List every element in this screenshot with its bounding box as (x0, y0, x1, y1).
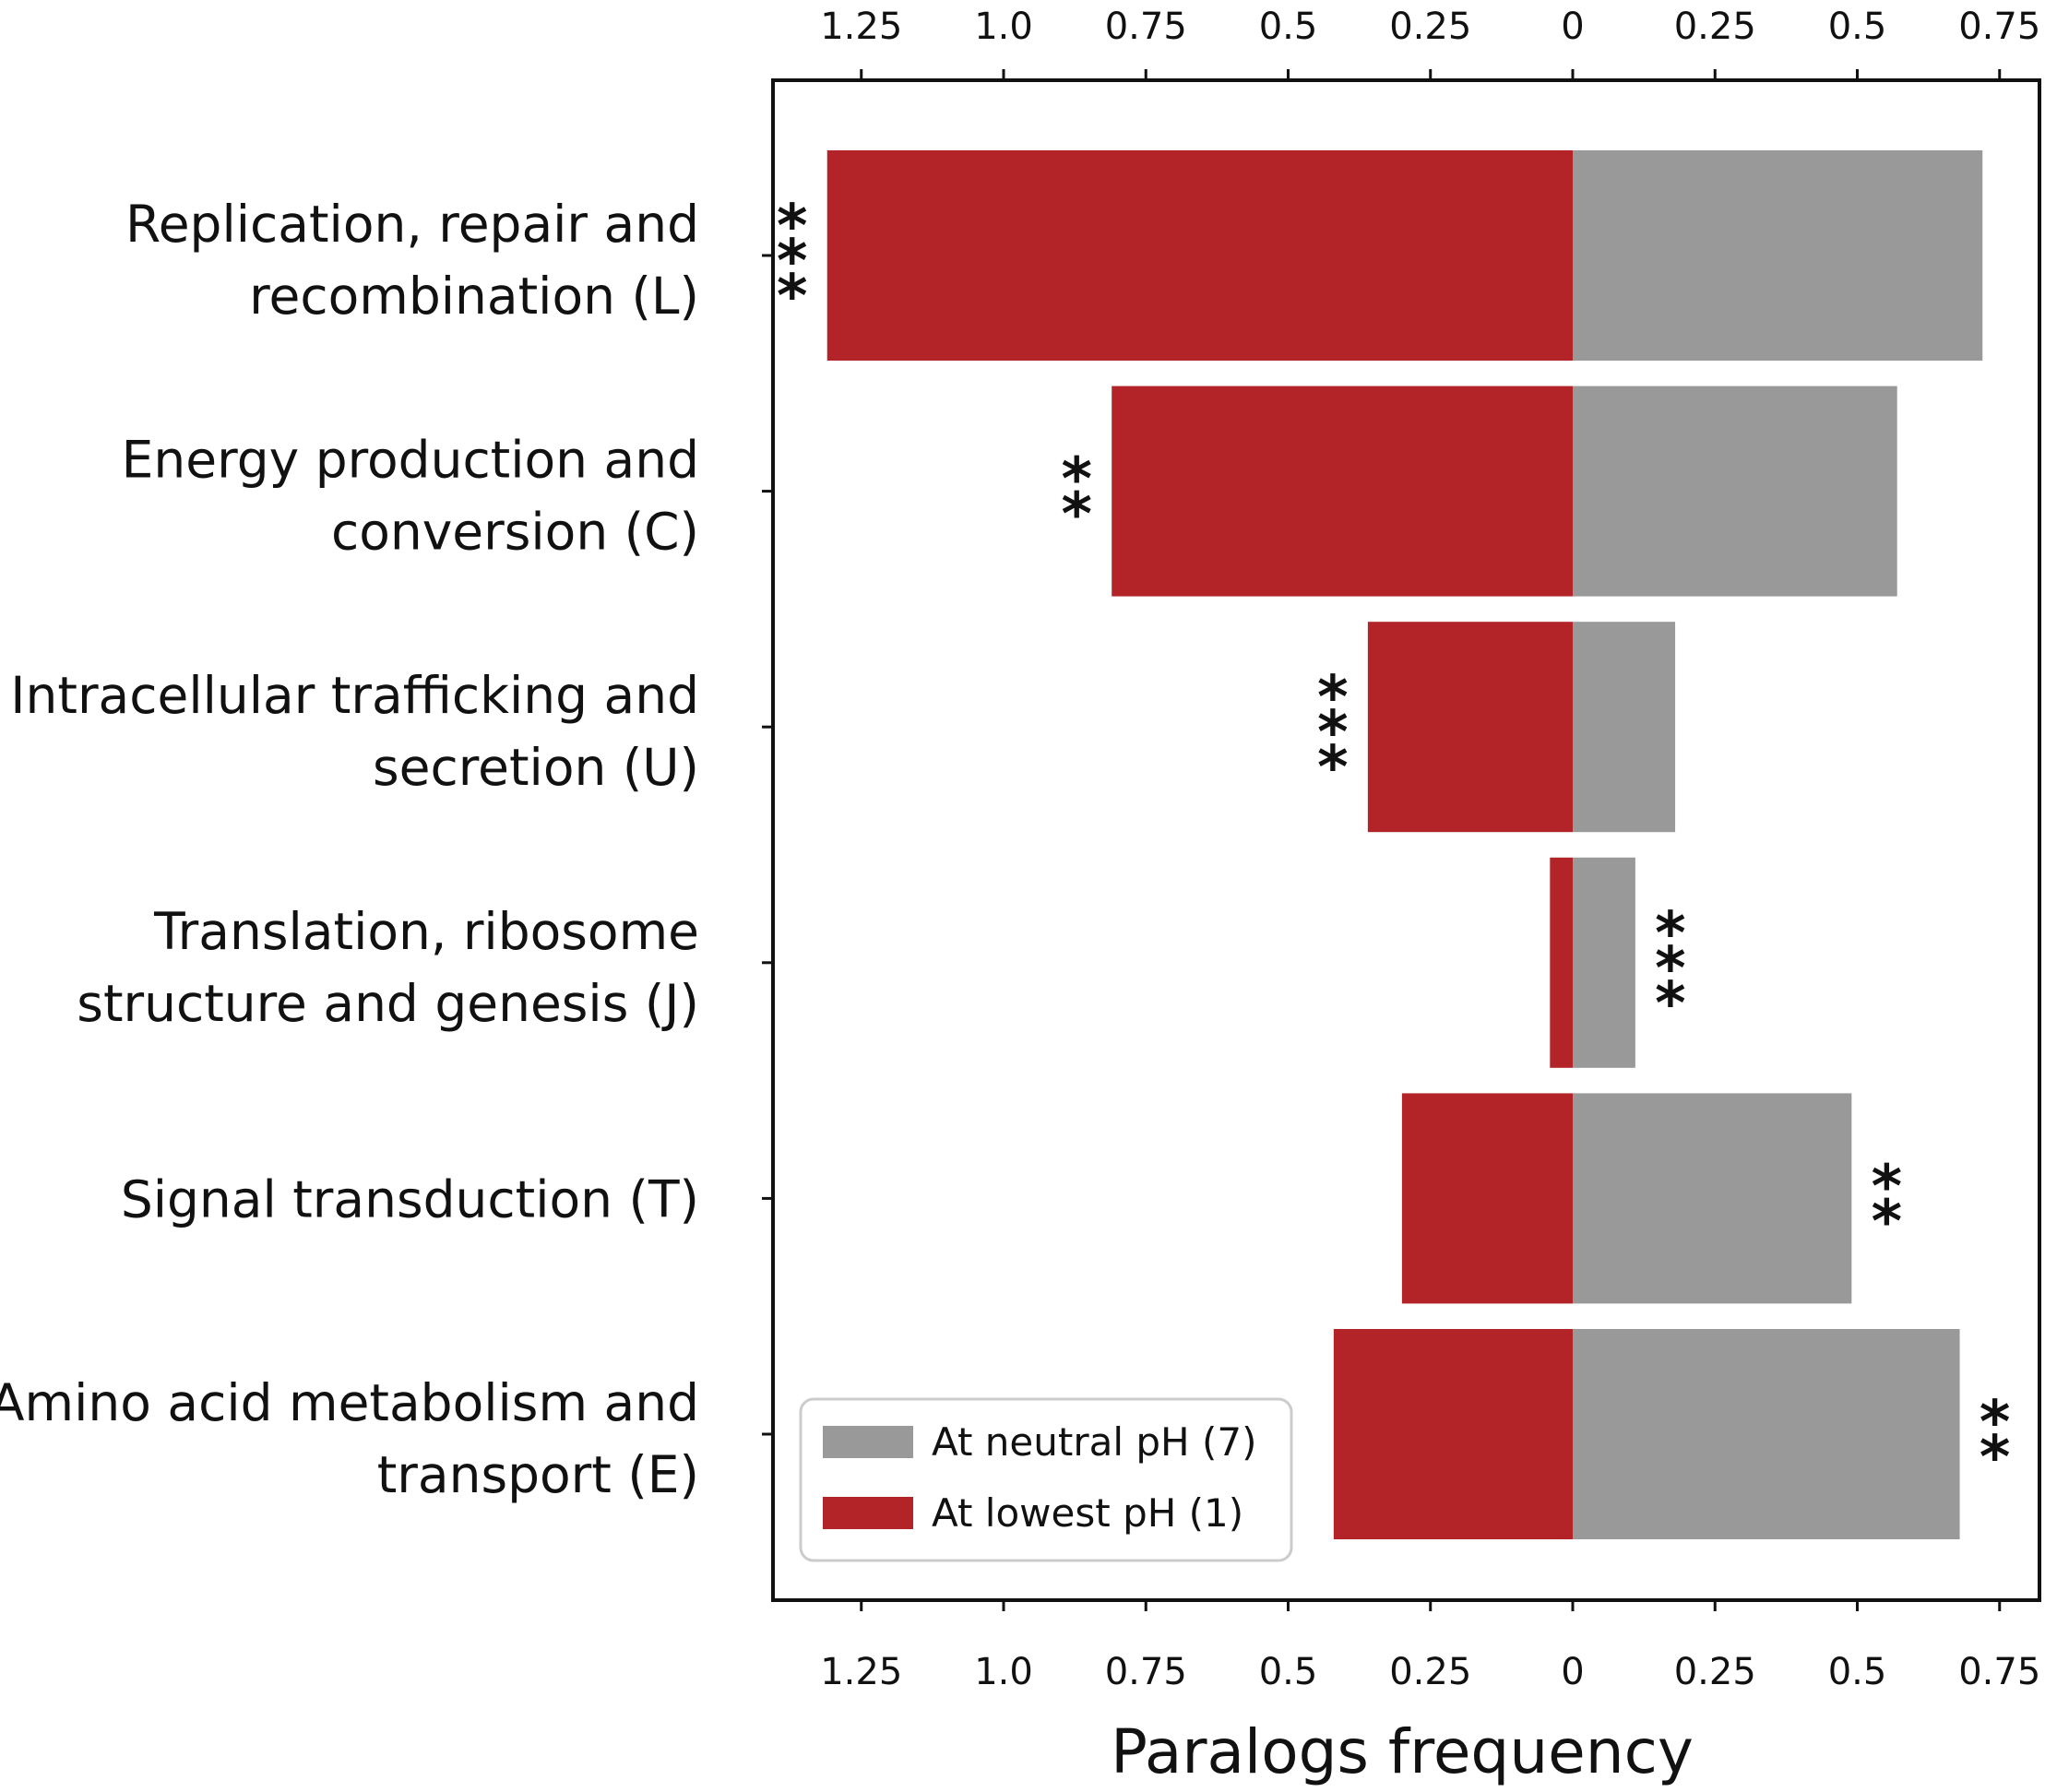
significance-star: * (777, 263, 807, 331)
bottom-tick-label-2: 0.75 (1105, 1651, 1187, 1693)
bar-lowest-ph-3 (1550, 857, 1573, 1068)
top-tick-label-5: 0 (1561, 6, 1584, 48)
significance-marker-1: * * (1061, 446, 1091, 550)
legend-swatch-neutral (823, 1426, 913, 1458)
top-tick-label-7: 0.5 (1828, 6, 1887, 48)
significance-star: * (1317, 664, 1348, 732)
top-tick-label-2: 0.75 (1105, 6, 1187, 48)
category-label-5-line2: transport (E) (377, 1445, 699, 1504)
category-label-0-line1: Replication, repair and (125, 195, 699, 254)
legend-label-lowest: At lowest pH (1) (932, 1490, 1243, 1536)
bottom-tick-label-1: 1.0 (974, 1651, 1033, 1693)
significance-marker-4: * * (1872, 1153, 1902, 1256)
significance-marker-2: * * * (1317, 664, 1348, 802)
significance-star: * (1980, 1424, 2010, 1492)
bar-neutral-ph-2 (1573, 622, 1676, 833)
significance-star: * (1980, 1389, 2010, 1457)
top-tick-label-1: 1.0 (974, 6, 1033, 48)
top-tick-label-4: 0.25 (1389, 6, 1471, 48)
bottom-tick-label-4: 0.25 (1389, 1651, 1471, 1693)
bar-neutral-ph-4 (1573, 1093, 1852, 1304)
significance-marker-0: * * * (777, 193, 807, 331)
significance-star: * (1655, 970, 1685, 1038)
category-label-layer: Replication, repair and recombination (L)… (0, 195, 773, 1504)
category-label-3-line1: Translation, ribosome (153, 902, 699, 961)
significance-star: * (1872, 1153, 1902, 1221)
significance-star: * (777, 228, 807, 296)
legend: At neutral pH (7) At lowest pH (1) (799, 1397, 1293, 1562)
bar-lowest-ph-5 (1333, 1329, 1573, 1539)
category-label-3-line2: structure and genesis (J) (77, 974, 699, 1033)
top-tick-label-8: 0.75 (1958, 6, 2040, 48)
bottom-tick-label-6: 0.25 (1674, 1651, 1756, 1693)
bar-neutral-ph-5 (1573, 1329, 1960, 1539)
significance-star: * (1061, 446, 1091, 515)
category-label-1-line2: conversion (C) (331, 503, 699, 562)
category-label-2-line2: secretion (U) (373, 738, 699, 797)
plot-frame (771, 78, 2041, 1602)
bottom-tick-label-3: 0.5 (1259, 1651, 1318, 1693)
bar-neutral-ph-3 (1573, 857, 1635, 1068)
top-tick-label-0: 1.25 (820, 6, 902, 48)
significance-star: * (1655, 900, 1685, 968)
bar-neutral-ph-0 (1573, 150, 1983, 361)
significance-star: * (1872, 1188, 1902, 1256)
category-label-0-line2: recombination (L) (249, 267, 699, 326)
category-label-2-line1: Intracellular trafficking and (10, 666, 699, 725)
legend-box (799, 1397, 1293, 1562)
bar-lowest-ph-2 (1367, 622, 1573, 833)
top-tick-label-6: 0.25 (1674, 6, 1756, 48)
significance-layer: * * ** ** * ** * ** ** * (777, 193, 2010, 1492)
significance-star: * (777, 193, 807, 261)
significance-star: * (1655, 935, 1685, 1003)
legend-swatch-lowest (823, 1497, 913, 1529)
significance-marker-5: * * (1980, 1389, 2010, 1492)
significance-star: * (1317, 699, 1348, 767)
significance-marker-3: * * * (1655, 900, 1685, 1038)
bottom-tick-label-7: 0.5 (1828, 1651, 1887, 1693)
x-axis-title: Paralogs frequency (1111, 1716, 1694, 1787)
category-label-4-line1: Signal transduction (T) (121, 1169, 699, 1228)
top-tick-label-3: 0.5 (1259, 6, 1318, 48)
bar-lowest-ph-1 (1112, 386, 1573, 597)
bar-lowest-ph-0 (826, 150, 1573, 361)
category-label-1-line1: Energy production and (122, 431, 699, 490)
significance-star: * (1317, 734, 1348, 802)
bottom-tick-label-0: 1.25 (820, 1651, 902, 1693)
legend-label-neutral: At neutral pH (7) (932, 1419, 1256, 1465)
bottom-tick-label-8: 0.75 (1958, 1651, 2040, 1693)
significance-star: * (1061, 481, 1091, 550)
bar-neutral-ph-1 (1573, 386, 1897, 597)
bars-layer (826, 150, 1983, 1539)
bar-lowest-ph-4 (1401, 1093, 1573, 1304)
tick-layer: 1.25 1.25 1.0 1.0 0.75 0.75 0.5 0.5 0.25 0.25 0 0 0.… (820, 6, 2040, 1693)
bottom-tick-label-5: 0 (1561, 1651, 1584, 1693)
category-label-5-line1: Amino acid metabolism and (0, 1373, 699, 1432)
